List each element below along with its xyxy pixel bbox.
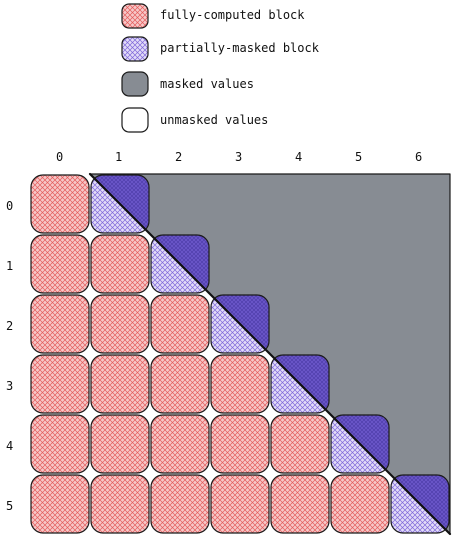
fully-computed-block <box>150 414 210 474</box>
fully-computed-block <box>30 234 90 294</box>
row-label: 5 <box>6 499 13 513</box>
row-label: 4 <box>6 439 13 453</box>
row-label: 0 <box>6 199 13 213</box>
fully-computed-block <box>210 474 270 534</box>
fully-computed-block <box>90 354 150 414</box>
column-label: 6 <box>415 150 422 164</box>
column-label: 2 <box>175 150 182 164</box>
legend-item-unmasked: unmasked values <box>121 107 268 133</box>
legend: fully-computed block partially-masked bl… <box>121 3 320 133</box>
row-labels: 0 1 2 3 4 5 <box>6 199 13 513</box>
legend-swatch-full <box>121 3 149 29</box>
fully-computed-block <box>90 234 150 294</box>
column-labels: 0 1 2 3 4 5 6 <box>56 150 422 164</box>
fully-computed-block <box>270 414 330 474</box>
fully-computed-block <box>150 294 210 354</box>
legend-swatch-partial <box>121 36 149 62</box>
partial-block-outline <box>330 414 390 474</box>
row-label: 3 <box>6 379 13 393</box>
fully-computed-block <box>330 474 390 534</box>
fully-computed-block <box>30 354 90 414</box>
column-label: 1 <box>115 150 122 164</box>
fully-computed-block <box>90 294 150 354</box>
legend-swatch-unmasked <box>121 107 149 133</box>
fully-computed-block <box>30 474 90 534</box>
fully-computed-block <box>90 474 150 534</box>
legend-label-masked: masked values <box>160 77 254 91</box>
fully-computed-block <box>30 414 90 474</box>
fully-computed-block <box>90 414 150 474</box>
legend-swatch-masked <box>121 71 149 97</box>
legend-label-full: fully-computed block <box>160 8 305 22</box>
fully-computed-block <box>210 414 270 474</box>
legend-item-partial: partially-masked block <box>121 36 320 62</box>
legend-item-full: fully-computed block <box>121 3 305 29</box>
legend-label-partial: partially-masked block <box>160 41 320 55</box>
partial-block-outline <box>150 234 210 294</box>
column-label: 3 <box>235 150 242 164</box>
fully-computed-block <box>30 174 90 234</box>
legend-label-unmasked: unmasked values <box>160 113 268 127</box>
diagonal-line <box>88 172 452 536</box>
partial-block-outline <box>90 174 150 234</box>
column-label: 0 <box>56 150 63 164</box>
fully-computed-block <box>210 354 270 414</box>
partial-block-outline <box>390 474 450 534</box>
fully-computed-block <box>30 294 90 354</box>
partial-block-outline <box>210 294 270 354</box>
column-label: 4 <box>295 150 302 164</box>
fully-computed-block <box>270 474 330 534</box>
row-label: 2 <box>6 319 13 333</box>
fully-computed-block <box>150 474 210 534</box>
partial-block-outline <box>270 354 330 414</box>
column-label: 5 <box>355 150 362 164</box>
row-label: 1 <box>6 259 13 273</box>
fully-computed-block <box>150 354 210 414</box>
legend-item-masked: masked values <box>121 71 254 97</box>
